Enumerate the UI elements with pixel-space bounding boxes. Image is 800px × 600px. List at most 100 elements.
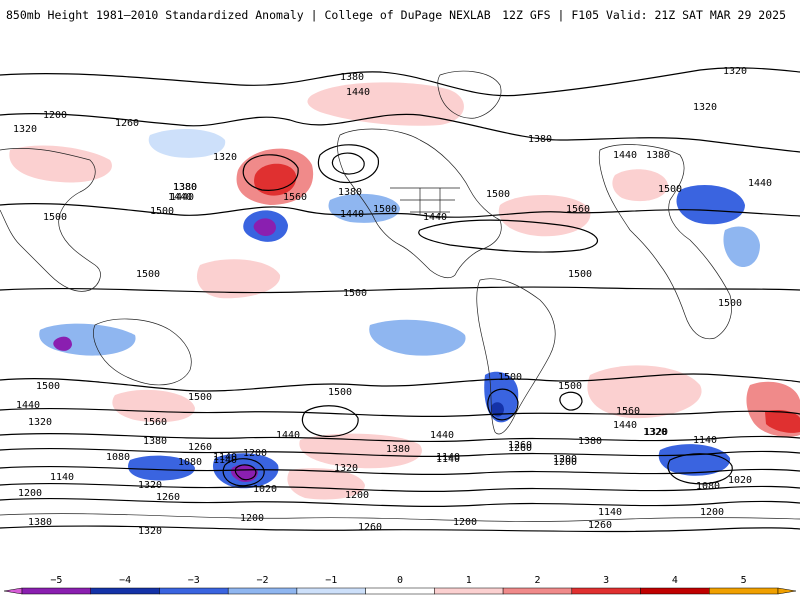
anomaly-negative-south-pacific-core — [230, 464, 258, 482]
contour-label: 1200 — [243, 448, 267, 459]
contour-label: 1560 — [283, 192, 307, 203]
height-contours — [0, 67, 800, 533]
contour-1380-north — [0, 67, 800, 97]
contour-label: 1020 — [728, 475, 752, 486]
colorbar-ticks: −5 −4 −3 −2 −1 0 1 2 3 4 5 — [50, 575, 746, 586]
contour-label: 1440 — [170, 192, 194, 203]
contour-label: 1500 — [43, 212, 67, 223]
anomaly-positive-southern — [112, 389, 195, 423]
contour-1320-southern — [0, 447, 800, 458]
contour-label: 1320 — [138, 526, 162, 537]
contour-label: 1500 — [568, 269, 592, 280]
anomaly-negative-africa — [723, 226, 760, 268]
contour-label: 1140 — [50, 472, 74, 483]
contour-label: 1080 — [696, 481, 720, 492]
contour-1380-southern — [0, 432, 800, 443]
contour-label: 1500 — [558, 381, 582, 392]
contour-1500-north — [0, 203, 800, 218]
contour-label: 1440 — [613, 150, 637, 161]
contour-label: 1380 — [143, 436, 167, 447]
anomaly-positive-antarctic — [287, 468, 365, 500]
colorbar-tick-label: 5 — [741, 575, 747, 586]
colorbar-tick-label: −2 — [257, 575, 269, 586]
contour-label: 1500 — [486, 189, 510, 200]
anomaly-positive-south-atlantic — [587, 365, 702, 419]
anomaly-positive-south-pacific — [299, 433, 422, 469]
colorbar-segment — [502, 587, 573, 595]
colorbar-segment — [21, 587, 91, 595]
contour-label: 1500 — [343, 288, 367, 299]
colorbar-extend-low — [3, 587, 23, 595]
anomaly-negative-equatorial-core — [53, 336, 72, 351]
contour-label: 1260 — [156, 492, 180, 503]
contour-label: 1440 — [748, 178, 772, 189]
contour-labels: 1380 1440 1320 1320 1200 1320 1260 1380 … — [13, 66, 772, 537]
contour-label: 1380 — [528, 134, 552, 145]
contour-label: 1260 — [358, 522, 382, 533]
contour-label: 1500 — [188, 392, 212, 403]
anomaly-negative-us — [328, 193, 400, 223]
contour-low-alaska — [242, 154, 299, 191]
colorbar-segment — [434, 587, 504, 595]
contour-low-south-indian-inner — [234, 464, 257, 481]
contour-label: 1320 — [334, 463, 358, 474]
contour-label: 1440 — [276, 430, 300, 441]
contour-label: 1560 — [143, 417, 167, 428]
contour-label: 1500 — [150, 206, 174, 217]
australia-coast — [92, 318, 192, 386]
asia-coast — [0, 148, 101, 292]
contour-label: 1500 — [498, 372, 522, 383]
contour-1260-southern — [0, 465, 800, 476]
contour-label: 1560 — [616, 406, 640, 417]
contour-label: 1440 — [346, 87, 370, 98]
anomaly-negative-andes-core — [490, 402, 504, 417]
colorbar-segment — [571, 587, 641, 595]
colorbar-tick-label: 3 — [603, 575, 609, 586]
contour-label: 1200 — [453, 517, 477, 528]
contour-label: 1200 — [700, 507, 724, 518]
contour-label: 1200 — [43, 110, 67, 121]
contour-label: 1320 — [693, 102, 717, 113]
contour-low-north-pacific — [317, 144, 379, 184]
colorbar-segment — [640, 587, 710, 595]
colorbar-segment — [296, 587, 366, 595]
colorbar-segment — [709, 587, 779, 595]
anomaly-negative-south-america — [369, 319, 466, 356]
colorbar-segment — [159, 587, 229, 595]
anomaly-positive-south-indian-core — [765, 410, 800, 433]
contour-label: 1260 — [115, 118, 139, 129]
contour-label: 1320 — [213, 152, 237, 163]
contour-label: 1440 — [430, 430, 454, 441]
anomaly-positive-siberia — [9, 145, 112, 183]
contour-label: 1140 — [213, 452, 237, 463]
anomaly-positive-europe — [612, 169, 668, 202]
contour-1500-equator — [0, 286, 800, 294]
europe-africa-coast — [598, 144, 732, 340]
south-america-coast — [476, 278, 556, 435]
north-america-coast — [337, 128, 502, 279]
contour-1440-north — [0, 113, 800, 153]
coastlines — [0, 70, 800, 522]
contour-label: 1500 — [718, 298, 742, 309]
contour-label: 1140 — [693, 435, 717, 446]
contour-label: 1380 — [28, 517, 52, 528]
contour-label: 1320 — [138, 480, 162, 491]
greenland-coast — [437, 70, 502, 119]
colorbar: −5 −4 −3 −2 −1 0 1 2 3 4 5 — [3, 575, 797, 595]
contour-label: 1260 — [588, 520, 612, 531]
colorbar-tick-label: 0 — [397, 575, 403, 586]
colorbar-tick-label: −1 — [325, 575, 337, 586]
contour-label: 1440 — [423, 212, 447, 223]
contour-label: 1500 — [373, 204, 397, 215]
anomaly-positive-subtropics — [196, 259, 281, 299]
contour-1260-south-pole — [0, 525, 800, 533]
contour-1560-north — [418, 219, 599, 253]
contour-label: 1380 — [646, 150, 670, 161]
contour-label: 1380 — [386, 444, 410, 455]
contour-low-south-america — [487, 388, 519, 421]
colorbar-tick-label: −4 — [119, 575, 131, 586]
contour-label: 1320 — [723, 66, 747, 77]
valid-time: 12Z GFS | F105 Valid: 21Z SAT MAR 29 202… — [502, 8, 786, 22]
contour-1500-southern — [0, 373, 800, 392]
contour-label: 1380 — [173, 182, 197, 193]
